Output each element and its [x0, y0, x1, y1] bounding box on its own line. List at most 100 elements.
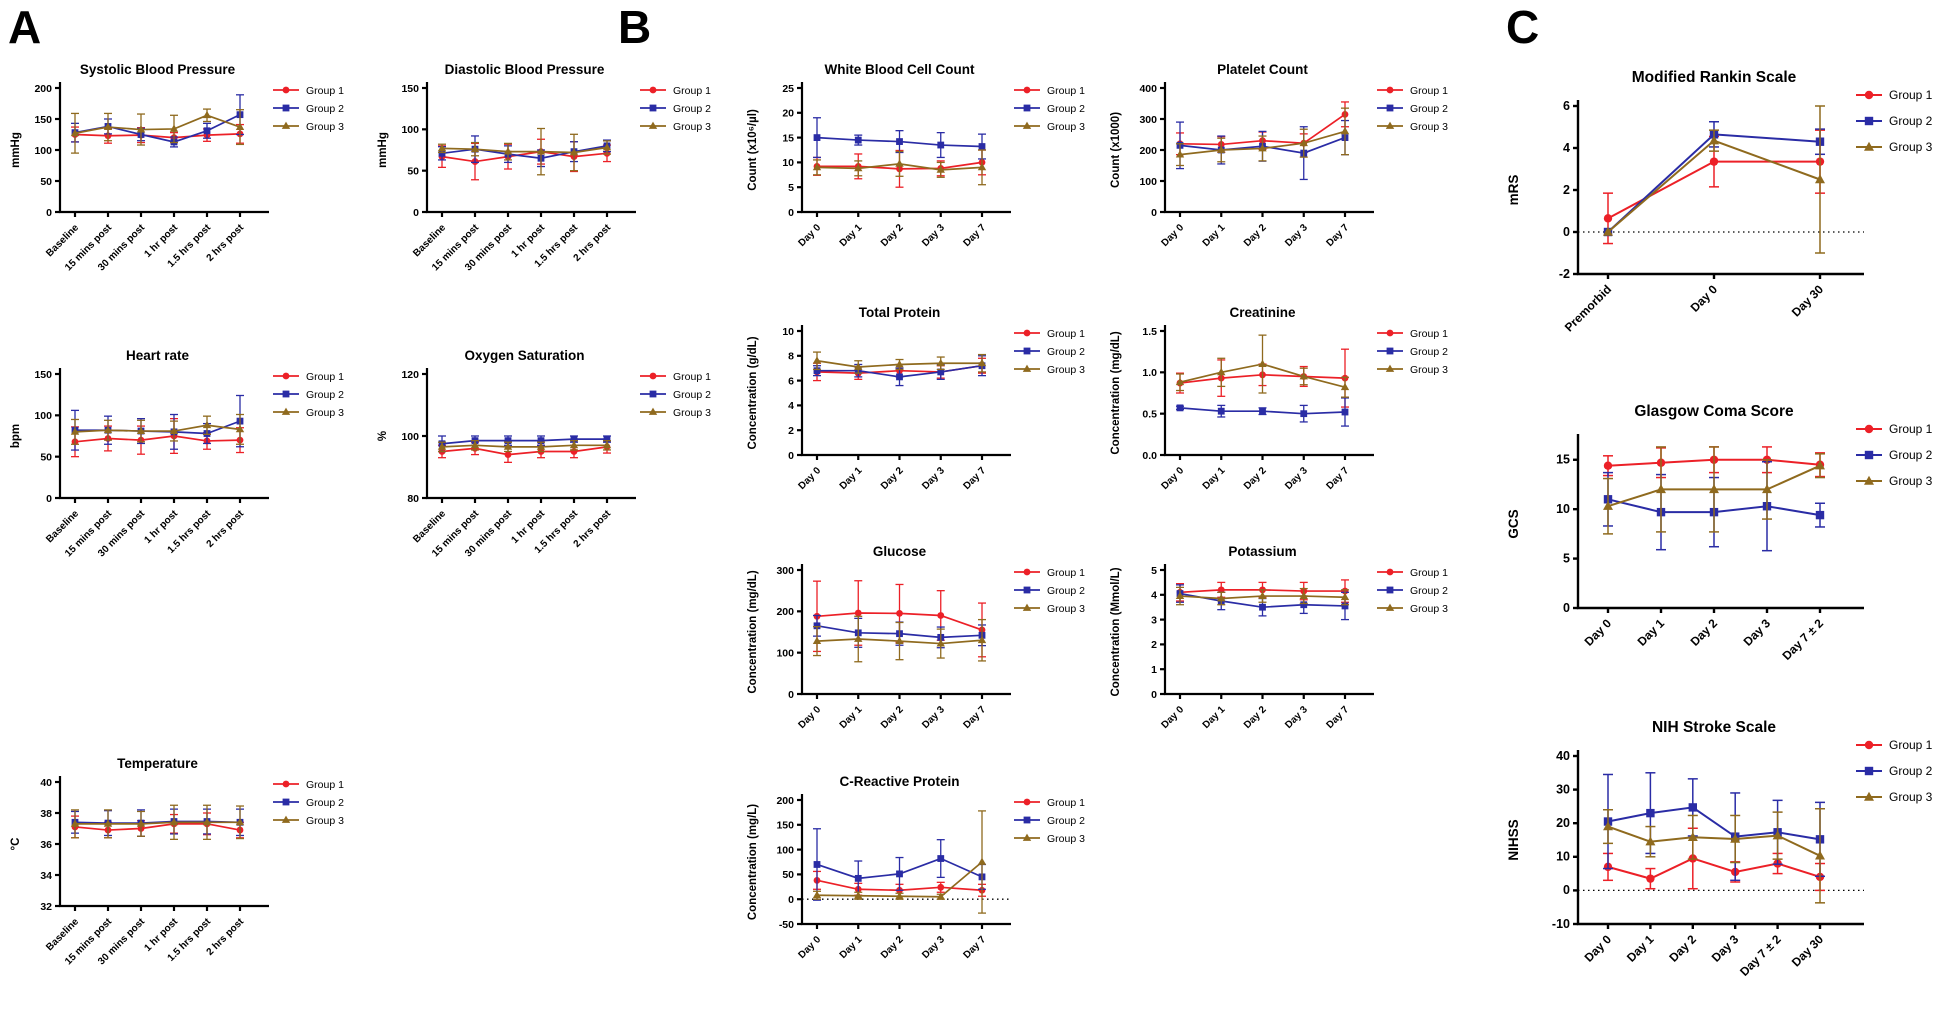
data-point-square [649, 104, 657, 112]
y-tick-label: 50 [782, 869, 794, 881]
y-tick-label: 1 [1151, 664, 1157, 676]
legend-label: Group 3 [1047, 364, 1085, 376]
y-tick-label: 100 [34, 410, 52, 422]
y-tick-label: 150 [34, 114, 52, 126]
legend-label: Group 2 [1047, 103, 1085, 115]
data-point-square [1023, 104, 1031, 112]
data-point-square [896, 373, 903, 381]
data-point-triangle [1730, 833, 1741, 843]
series-group-3 [70, 804, 245, 840]
chart-svg-glasgow-coma-score: Glasgow Coma Score GCS 0 5 10 15 Day 0 Day 1 Day… [1506, 403, 1933, 663]
data-point-triangle [1175, 377, 1185, 386]
y-tick-label: 32 [40, 901, 52, 913]
legend-entry: Group 1 [1014, 797, 1085, 809]
chart-creatinine: Creatinine Concentration (mg/dL) 0.0 0.5 1.0… [1105, 293, 1485, 540]
legend-label: Group 2 [673, 103, 711, 115]
legend-entry: Group 3 [640, 407, 711, 419]
legend-label: Group 2 [1410, 585, 1448, 597]
data-point-triangle [977, 635, 987, 644]
data-point-triangle [648, 407, 658, 415]
data-point-square [1386, 104, 1394, 112]
x-tick-label: Day 1 [1201, 222, 1228, 249]
chart-svg-potassium: Potassium Concentration (Mmol/L) 0 1 2 3 4 5 Day… [1110, 544, 1448, 731]
series-line [75, 821, 240, 825]
y-axis-label: mmHg [10, 132, 22, 168]
data-point-square [937, 368, 945, 376]
legend-label: Group 1 [1410, 328, 1448, 340]
data-point-triangle [169, 426, 179, 434]
y-tick-label: 0.5 [1142, 408, 1157, 420]
y-tick-label: 80 [407, 493, 419, 505]
chart-white-blood-cell-count: White Blood Cell Count Count (x10⁶/µl) 0 5 1… [742, 50, 1122, 297]
y-tick-label: 0 [788, 450, 794, 462]
data-point-triangle [169, 817, 179, 826]
x-tick-label: Day 7 [961, 465, 988, 492]
data-point-square [1341, 408, 1349, 416]
legend-label: Group 2 [1410, 103, 1448, 115]
x-tick-label: Day 7 [961, 222, 988, 249]
y-tick-label: 50 [407, 165, 419, 177]
legend-label: Group 1 [1410, 567, 1448, 579]
data-point-triangle [1603, 821, 1613, 831]
y-axis-label: Count (x10⁶/µl) [747, 109, 759, 191]
chart-title: Creatinine [1229, 305, 1296, 320]
legend-label: Group 2 [1047, 346, 1085, 358]
y-tick-label: 0 [46, 207, 52, 219]
legend-label: Group 1 [1047, 328, 1085, 340]
data-point-square [937, 141, 945, 149]
data-point-square [1023, 816, 1031, 824]
chart-total-protein: Total Protein Concentration (g/dL) 0 2 4 6 8 10… [742, 293, 1122, 540]
legend-entry: Group 2 [1377, 103, 1448, 115]
legend-label: Group 1 [673, 85, 711, 97]
data-point-square [1386, 586, 1394, 594]
x-tick-label: Day 1 [838, 465, 865, 492]
x-tick-label: Day 2 [1666, 932, 1699, 965]
y-tick-label: 100 [401, 431, 419, 443]
series-group-1 [71, 417, 244, 458]
chart-heart-rate: Heart rate bpm 0 50 100 150 Baseline 15 mins po… [5, 336, 375, 581]
x-tick-label: Day 0 [796, 934, 823, 961]
data-point-square [1259, 603, 1266, 611]
legend-entry: Group 2 [1014, 815, 1085, 827]
data-point-square [282, 104, 290, 112]
data-point-square [1341, 602, 1349, 610]
legend-entry: Group 1 [640, 371, 711, 383]
y-tick-label: 0 [1563, 601, 1570, 615]
y-axis-label: Concentration (Mmol/L) [1110, 567, 1122, 696]
series-line [74, 133, 241, 139]
data-point-square [1688, 803, 1697, 812]
y-tick-label: 34 [40, 870, 52, 882]
y-tick-label: 15 [1556, 453, 1570, 467]
legend-entry: Group 3 [273, 815, 344, 827]
chart-title: White Blood Cell Count [825, 62, 975, 77]
y-axis-label: GCS [1506, 509, 1521, 538]
legend-entry: Group 1 [1377, 328, 1448, 340]
data-point-circle [1023, 86, 1031, 94]
y-tick-label: 2 [1563, 183, 1570, 197]
series-group-3 [70, 108, 245, 154]
data-point-square [282, 798, 290, 806]
legend-label: Group 3 [1889, 140, 1933, 154]
y-axis-label: Concentration (mg/dL) [1110, 331, 1122, 454]
legend-entry: Group 2 [1856, 114, 1933, 128]
data-point-triangle [235, 122, 245, 130]
data-point-triangle [437, 143, 447, 152]
data-point-triangle [235, 817, 245, 826]
legend-label: Group 3 [1047, 121, 1085, 133]
x-tick-label: Day 30 [1789, 932, 1826, 969]
x-tick-label: Day 2 [879, 465, 906, 492]
series-group-3 [812, 351, 987, 374]
y-tick-label: 0 [1563, 883, 1570, 897]
panel-label-a: A [8, 1, 42, 53]
data-point-square [978, 143, 986, 150]
y-tick-label: 50 [40, 451, 52, 463]
x-tick-label: Day 1 [1201, 704, 1228, 731]
y-tick-label: -2 [1559, 267, 1570, 281]
legend-entry: Group 3 [1014, 833, 1085, 845]
legend-label: Group 2 [1410, 346, 1448, 358]
y-tick-label: 0 [1151, 689, 1157, 701]
legend-entry: Group 3 [1377, 603, 1448, 615]
legend-entry: Group 3 [273, 121, 344, 133]
y-tick-label: 200 [776, 795, 794, 807]
data-point-triangle [103, 122, 113, 130]
